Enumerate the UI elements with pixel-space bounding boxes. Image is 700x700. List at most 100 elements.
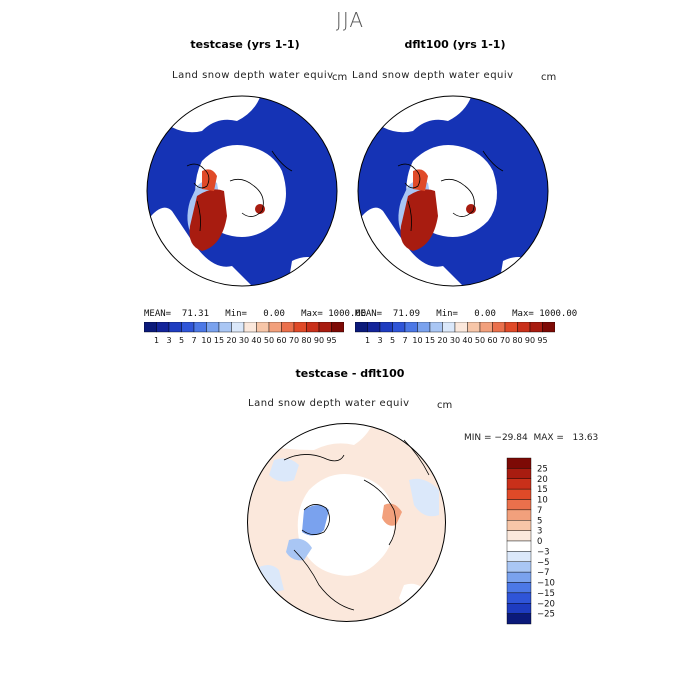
colorbar-tick-label: 80 xyxy=(512,336,522,345)
greenland-deep-snow xyxy=(189,189,227,251)
colorbar-swatch xyxy=(506,457,532,469)
colorbar-tick-label: 10 xyxy=(201,336,211,345)
colorbar-tick-label: 90 xyxy=(525,336,535,345)
colorbar-swatch xyxy=(268,322,282,333)
colorbar-swatch xyxy=(156,322,170,333)
no-snow-region xyxy=(358,207,548,286)
colorbar-tick-label: 50 xyxy=(264,336,274,345)
colorbar-tick-label: 3 xyxy=(166,336,171,345)
colorbar-tick-label: 3 xyxy=(377,336,382,345)
colorbar-swatch xyxy=(144,322,157,333)
colorbar-testcase: 1 3 5 7 10 15 20 30 40 50 60 70 80 90 95 xyxy=(144,322,344,345)
colorbar-tick-label: 95 xyxy=(537,336,547,345)
panel-1-variable: Land snow depth water equiv xyxy=(172,70,334,81)
snow-orange-patch xyxy=(413,169,428,191)
panel-1-units: cm xyxy=(332,72,348,83)
colorbar-tick-label: −3 xyxy=(537,547,550,557)
diff-negative-patch xyxy=(269,458,299,482)
colorbar-swatch xyxy=(506,582,532,594)
map-boundary xyxy=(146,95,338,287)
diff-minmax: MIN = −29.84 MAX = 13.63 xyxy=(464,433,599,443)
colorbar-swatch xyxy=(355,322,368,333)
colorbar-tick-label: −25 xyxy=(537,610,555,620)
colorbar-tick-label: 80 xyxy=(301,336,311,345)
colorbar-swatch xyxy=(492,322,506,333)
no-snow-region xyxy=(287,257,327,286)
panel-2-units: cm xyxy=(541,72,557,83)
colorbar-swatch xyxy=(206,322,220,333)
map-boundary xyxy=(247,423,446,622)
season-title: JJA xyxy=(335,8,365,32)
colorbar-tick-label: 70 xyxy=(289,336,299,345)
colorbar-swatch xyxy=(506,540,532,552)
colorbar-swatch xyxy=(218,322,232,333)
colorbar-tick-label: 0 xyxy=(537,537,542,547)
panel-1-title: testcase (yrs 1-1) xyxy=(190,38,300,51)
colorbar-tick-label: 40 xyxy=(462,336,472,345)
colorbar-swatch xyxy=(506,551,532,562)
coastline xyxy=(397,163,421,189)
coastline xyxy=(186,163,210,189)
colorbar-tick-label: −7 xyxy=(537,568,550,578)
colorbar-tick-label: −5 xyxy=(537,558,550,568)
diff-negative-patch xyxy=(409,478,439,517)
colorbar-swatch xyxy=(231,322,245,333)
colorbar-tick-label: 7 xyxy=(537,506,542,516)
colorbar-tick-label: 90 xyxy=(314,336,324,345)
colorbar-swatch xyxy=(506,530,532,542)
coastline xyxy=(482,150,504,172)
colorbar-tick-label: 30 xyxy=(239,336,249,345)
colorbar-swatch xyxy=(404,322,418,333)
colorbar-tick-label: 10 xyxy=(412,336,422,345)
coastline xyxy=(271,150,293,172)
panel-2-title: dflt100 (yrs 1-1) xyxy=(404,38,506,51)
colorbar-tick-label: 20 xyxy=(226,336,236,345)
colorbar-tick-label: 20 xyxy=(537,475,548,485)
colorbar-tick-label: 1 xyxy=(365,336,370,345)
coastline xyxy=(229,178,264,217)
colorbar-tick-label: 15 xyxy=(214,336,224,345)
colorbar-swatch xyxy=(506,520,532,531)
colorbar-swatch xyxy=(281,322,295,333)
colorbar-swatch xyxy=(506,499,532,511)
colorbar-swatch xyxy=(417,322,431,333)
colorbar-tick-label: 30 xyxy=(450,336,460,345)
colorbar-tick-label: 1 xyxy=(154,336,159,345)
colorbar-tick-label: −10 xyxy=(537,579,555,589)
colorbar-tick-label: 3 xyxy=(537,527,542,537)
colorbar-swatch xyxy=(506,478,532,490)
colorbar-swatch xyxy=(379,322,393,333)
coastline xyxy=(283,454,345,462)
colorbar-tick-label: 40 xyxy=(251,336,261,345)
deep-snow-spot xyxy=(255,204,265,214)
coastline xyxy=(403,439,430,476)
colorbar-swatch xyxy=(193,322,207,333)
colorbar-tick-label: 60 xyxy=(487,336,497,345)
colorbar-swatch xyxy=(506,468,532,479)
colorbar-tick-label: 95 xyxy=(326,336,336,345)
deep-snow-spot xyxy=(466,204,476,214)
colorbar-tick-label: 7 xyxy=(402,336,407,345)
panel-1-stats: MEAN= 71.31 Min= 0.00 Max= 1000.00 xyxy=(144,309,367,319)
colorbar-swatch xyxy=(506,571,532,583)
colorbar-dflt100: 1 3 5 7 10 15 20 30 40 50 60 70 80 90 95 xyxy=(355,322,555,345)
snow-orange-patch xyxy=(202,169,217,191)
colorbar-swatch xyxy=(454,322,468,333)
colorbar-swatch xyxy=(181,322,195,333)
colorbar-swatch xyxy=(529,322,543,333)
coastline xyxy=(196,200,201,232)
colorbar-swatch xyxy=(479,322,493,333)
colorbar-tick-label: 5 xyxy=(179,336,184,345)
coastline xyxy=(301,504,330,535)
coastline xyxy=(407,200,412,232)
colorbar-swatch xyxy=(429,322,443,333)
diff-positive-patch xyxy=(382,503,402,526)
no-snow-region xyxy=(498,257,538,286)
coastline xyxy=(363,479,397,546)
colorbar-swatch xyxy=(506,488,532,500)
colorbar-tick-label: 5 xyxy=(390,336,395,345)
colorbar-swatch xyxy=(293,322,307,333)
colorbar-tick-label: 50 xyxy=(475,336,485,345)
colorbar-swatch xyxy=(331,322,344,333)
